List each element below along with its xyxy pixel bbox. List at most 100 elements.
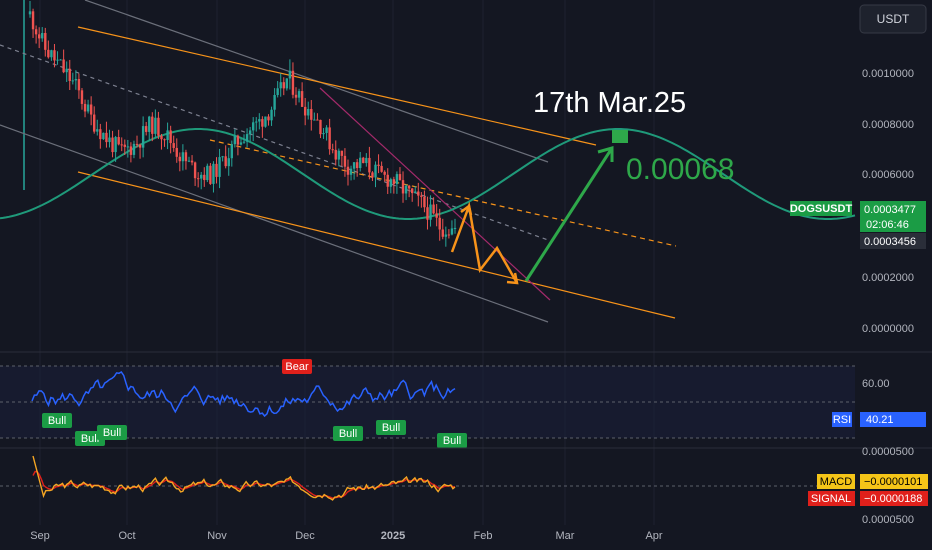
bull-signal-badge <box>376 420 406 435</box>
candle-body <box>175 147 178 157</box>
candle-body <box>447 234 451 236</box>
channel-line <box>0 124 549 323</box>
price-axis[interactable]: USDT 0.0010000 0.0008000 0.0006000 0.000… <box>790 4 927 335</box>
candle-body <box>245 134 249 142</box>
projection-path <box>450 146 614 285</box>
candle-body <box>328 127 331 150</box>
rsi-line <box>31 371 456 418</box>
bear-signal-badge <box>282 359 312 374</box>
candle-body <box>181 152 185 162</box>
candle-body <box>258 119 261 122</box>
candle-body <box>138 144 142 148</box>
candle-body <box>343 155 347 167</box>
macd-tick-label: 0.0000500 <box>862 446 914 458</box>
price-tick-label: 0.0002000 <box>862 272 914 284</box>
price-pane[interactable]: 17th Mar.25 0.00068 <box>0 0 856 525</box>
rsi-pane[interactable]: Bull Bull Bull Bear Bull Bull Bull 60.00 RSI 4… <box>0 359 926 448</box>
candle-body <box>334 149 337 160</box>
prev-price-tag <box>860 233 926 249</box>
candle-body <box>117 137 120 145</box>
time-axis[interactable]: Sep Oct Nov Dec 2025 Feb Mar Apr <box>30 530 663 542</box>
candle-body <box>31 11 35 30</box>
candle-body <box>273 95 276 110</box>
candle-body <box>407 185 411 189</box>
candle-body <box>435 213 438 218</box>
candle-body <box>380 165 383 172</box>
candle-body <box>294 94 298 98</box>
candle-body <box>157 117 160 136</box>
orange-arrowhead <box>460 203 473 216</box>
candle-body <box>450 228 454 235</box>
candle-body <box>444 234 448 237</box>
candle-body <box>160 135 163 140</box>
signal-badge-label: Bull <box>48 415 66 427</box>
signal-name-label: SIGNAL <box>811 493 851 505</box>
candle-body <box>310 108 313 120</box>
candle-body <box>108 137 111 143</box>
candle-body <box>316 119 319 121</box>
candle-body <box>77 79 81 91</box>
candle-body <box>224 156 227 167</box>
price-channel-lines <box>0 0 677 323</box>
macd-name-tag <box>817 474 855 489</box>
candle-body <box>319 119 322 135</box>
currency-button[interactable] <box>859 4 927 34</box>
price-tick-label: 0.0006000 <box>862 169 914 181</box>
time-tick-label: Mar <box>556 530 575 542</box>
candle-body <box>105 132 108 143</box>
macd-value-label: −0.0000101 <box>864 476 922 488</box>
candle-body <box>89 104 93 115</box>
macd-pane[interactable]: 0.0000500 0.0000500 MACD −0.0000101 SIGN… <box>0 446 928 526</box>
symbol-tag <box>790 201 852 216</box>
bull-signal-badge <box>97 425 127 440</box>
candle-body <box>291 70 295 95</box>
candle-body <box>53 50 56 61</box>
candle-body <box>44 32 47 50</box>
orange-arrowhead <box>506 272 519 285</box>
candle-body <box>120 144 123 146</box>
signal-value-label: −0.0000188 <box>864 493 922 505</box>
candle-body <box>255 121 258 123</box>
candle-body <box>187 160 191 162</box>
candle-body <box>74 79 78 81</box>
candle-body <box>276 88 279 96</box>
candle-body <box>83 103 87 112</box>
price-tick-label: 0.0000000 <box>862 323 914 335</box>
rsi-tick-label: 60.00 <box>862 378 890 390</box>
signal-badge-label: Bull <box>443 435 461 447</box>
candle-body <box>441 229 444 237</box>
target-price-annotation: 0.00068 <box>626 153 734 186</box>
macd-name-label: MACD <box>820 476 852 488</box>
candle-body <box>37 34 41 39</box>
candle-body <box>248 130 252 135</box>
candle-body <box>193 162 197 179</box>
candle-body <box>285 78 289 89</box>
symbol-tag-label: DOGSUSDT <box>790 203 853 215</box>
candle-body <box>135 143 139 145</box>
bull-signal-badge <box>42 413 72 428</box>
time-tick-label: Oct <box>118 530 135 542</box>
candle-body <box>96 129 99 132</box>
candle-body <box>28 11 32 15</box>
candle-body <box>154 117 157 134</box>
candle-body <box>282 82 285 89</box>
target-date-annotation: 17th Mar.25 <box>533 87 686 119</box>
signal-badge-label: Bull <box>81 433 99 445</box>
candle-body <box>41 32 44 39</box>
candle-body <box>148 116 151 132</box>
time-tick-label: Sep <box>30 530 50 542</box>
candle-body <box>404 185 408 194</box>
candle-body <box>111 137 114 153</box>
candle-body <box>261 119 264 127</box>
candle-body <box>392 179 396 184</box>
candle-body <box>365 157 368 164</box>
candle-body <box>371 172 374 178</box>
candle-body <box>129 146 133 155</box>
candle-body <box>288 70 292 79</box>
price-tick-label: 0.0008000 <box>862 119 914 131</box>
candle-body <box>297 91 301 98</box>
candle-body <box>218 157 221 177</box>
candle-body <box>420 195 423 197</box>
candle-body <box>71 80 75 82</box>
